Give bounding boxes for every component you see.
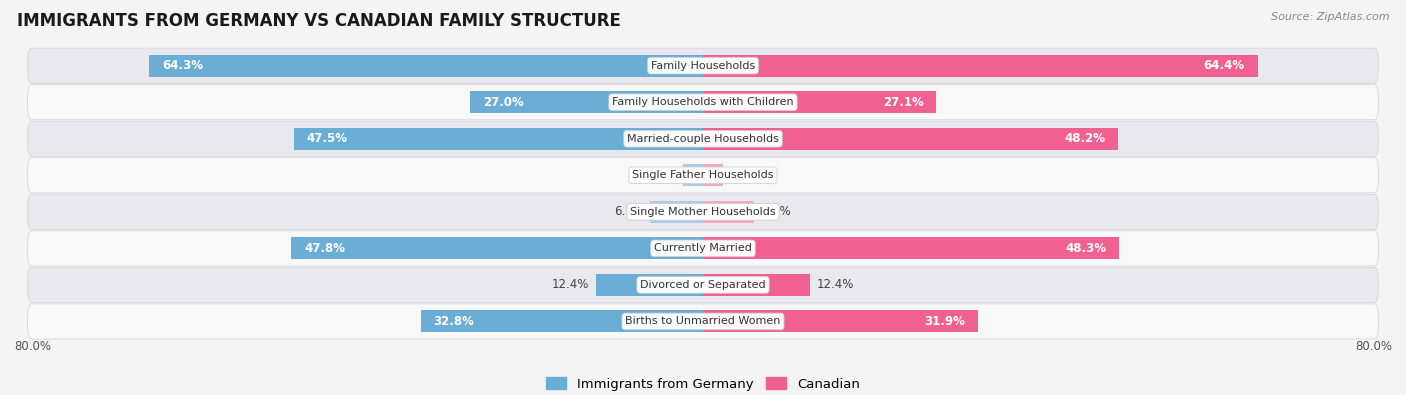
Text: 48.3%: 48.3% (1064, 242, 1107, 255)
Bar (651, 201, 703, 223)
Text: 47.5%: 47.5% (307, 132, 347, 145)
FancyBboxPatch shape (28, 48, 1378, 83)
Text: 48.2%: 48.2% (1064, 132, 1105, 145)
Bar (703, 274, 810, 296)
Bar (703, 310, 977, 332)
Bar (703, 201, 754, 223)
Text: 31.9%: 31.9% (924, 315, 965, 328)
Text: Single Mother Households: Single Mother Households (630, 207, 776, 217)
Text: 27.0%: 27.0% (484, 96, 524, 109)
Text: 2.3%: 2.3% (647, 169, 676, 182)
Text: 27.1%: 27.1% (883, 96, 924, 109)
FancyBboxPatch shape (28, 267, 1378, 303)
Text: 2.3%: 2.3% (730, 169, 759, 182)
Text: Family Households with Children: Family Households with Children (612, 97, 794, 107)
Bar (294, 128, 703, 150)
FancyBboxPatch shape (28, 304, 1378, 339)
Text: Currently Married: Currently Married (654, 243, 752, 253)
FancyBboxPatch shape (28, 85, 1378, 120)
FancyBboxPatch shape (28, 194, 1378, 229)
Bar (291, 237, 703, 259)
Text: 64.3%: 64.3% (162, 59, 204, 72)
Text: 80.0%: 80.0% (1355, 340, 1392, 353)
Bar (703, 55, 1257, 77)
Text: 64.4%: 64.4% (1204, 59, 1244, 72)
Text: Source: ZipAtlas.com: Source: ZipAtlas.com (1271, 12, 1389, 22)
Bar (703, 164, 723, 186)
Text: Married-couple Households: Married-couple Households (627, 134, 779, 144)
Text: 80.0%: 80.0% (14, 340, 51, 353)
Text: IMMIGRANTS FROM GERMANY VS CANADIAN FAMILY STRUCTURE: IMMIGRANTS FROM GERMANY VS CANADIAN FAMI… (17, 12, 620, 30)
Text: Family Households: Family Households (651, 61, 755, 71)
Text: 6.1%: 6.1% (613, 205, 644, 218)
Legend: Immigrants from Germany, Canadian: Immigrants from Germany, Canadian (540, 371, 866, 395)
Text: 12.4%: 12.4% (553, 278, 589, 292)
Text: 5.9%: 5.9% (761, 205, 790, 218)
Text: 12.4%: 12.4% (817, 278, 853, 292)
Bar (703, 91, 936, 113)
Bar (420, 310, 703, 332)
Bar (596, 274, 703, 296)
Bar (149, 55, 703, 77)
Text: 47.8%: 47.8% (304, 242, 346, 255)
FancyBboxPatch shape (28, 231, 1378, 266)
FancyBboxPatch shape (28, 121, 1378, 156)
Text: Births to Unmarried Women: Births to Unmarried Women (626, 316, 780, 326)
Bar (703, 128, 1118, 150)
Text: 32.8%: 32.8% (433, 315, 474, 328)
Text: Divorced or Separated: Divorced or Separated (640, 280, 766, 290)
Bar (471, 91, 703, 113)
FancyBboxPatch shape (28, 158, 1378, 193)
Bar (683, 164, 703, 186)
Bar (703, 237, 1119, 259)
Text: Single Father Households: Single Father Households (633, 170, 773, 180)
